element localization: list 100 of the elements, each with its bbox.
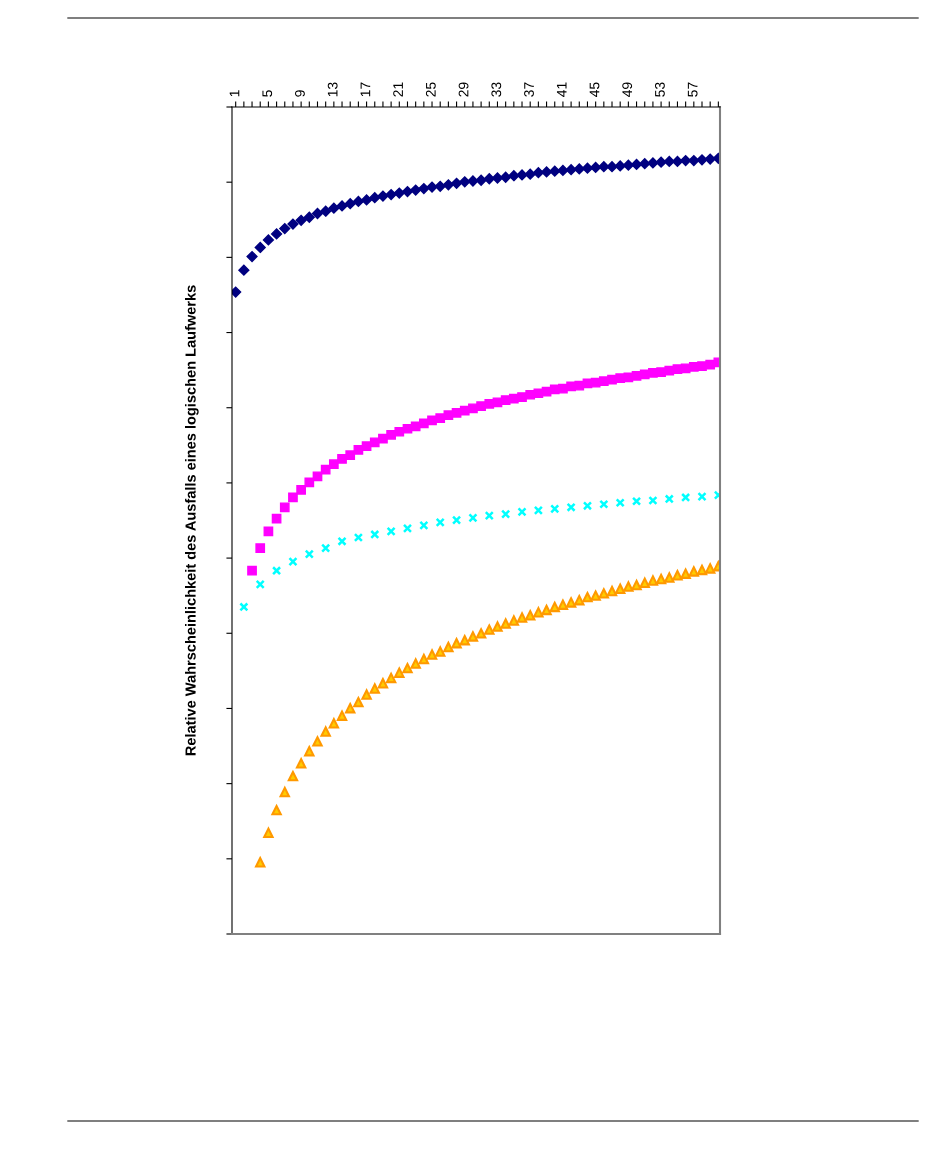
x-tick-label: 53 [654,82,665,97]
point [566,502,576,513]
point [385,189,397,201]
point [484,510,495,521]
point [304,477,315,488]
point [270,228,283,240]
point [508,615,520,626]
point [418,653,430,665]
point [467,631,479,642]
point [565,597,577,608]
point [599,499,609,509]
point [533,505,544,516]
x-tick-label: 9 [295,90,305,97]
point [402,523,413,534]
point [697,491,707,502]
point [263,827,274,838]
point [402,662,413,674]
point [394,426,405,437]
point [287,770,299,782]
point [582,591,593,603]
x-tick-label: 45 [589,82,600,97]
point [295,214,307,226]
point [475,628,487,639]
point [517,392,527,402]
x-tick-label: 33 [491,82,502,97]
point [451,515,462,525]
point [369,683,380,694]
point [312,471,323,482]
point [386,429,396,440]
point [558,383,568,394]
point [541,604,552,616]
point [476,401,486,411]
point [287,218,299,230]
point [328,202,340,214]
point [296,485,306,495]
point [442,179,454,191]
point [606,161,618,173]
point [655,156,667,168]
point [450,177,463,189]
point [696,564,708,576]
point [410,658,421,669]
point [426,649,438,660]
point [279,222,291,235]
point [648,495,658,506]
point [623,581,634,592]
point [631,579,642,591]
point [312,736,323,747]
point [279,502,290,513]
point [500,509,511,519]
point [271,804,282,816]
point [369,192,381,204]
point [704,563,716,574]
point [688,155,700,167]
point [550,504,560,514]
point [435,646,446,657]
x-tick-label: 1 [229,90,240,97]
point [337,454,347,464]
point [517,507,527,517]
point [549,601,560,613]
point [574,380,585,391]
point [590,377,601,388]
point [615,498,625,508]
point [664,494,674,504]
point [697,361,707,371]
x-tick-label: 25 [425,82,436,97]
point [353,696,364,708]
point [492,621,503,632]
point [468,513,478,523]
x-tick-label: 5 [262,90,273,97]
point [500,618,511,629]
point [704,153,716,165]
point [419,520,429,531]
point [337,536,347,546]
point [614,583,626,595]
point [647,157,659,169]
point [500,171,512,183]
point [288,556,298,567]
x-tick-label: 57 [687,82,698,97]
point [557,599,569,610]
point [370,529,380,540]
point [647,575,659,586]
point [320,543,331,553]
point [484,398,495,409]
point [459,176,471,188]
point [345,702,356,714]
point [353,445,364,455]
point [639,158,651,170]
point [656,367,666,377]
point [574,594,585,606]
x-tick-label: 37 [524,82,534,97]
point [254,241,266,254]
point [688,566,700,577]
point [320,205,332,217]
point [615,373,626,383]
point [418,182,430,195]
point [565,164,577,176]
point [582,501,593,511]
point [573,163,585,175]
point [590,590,601,601]
x-tick-label: 17 [360,82,371,97]
